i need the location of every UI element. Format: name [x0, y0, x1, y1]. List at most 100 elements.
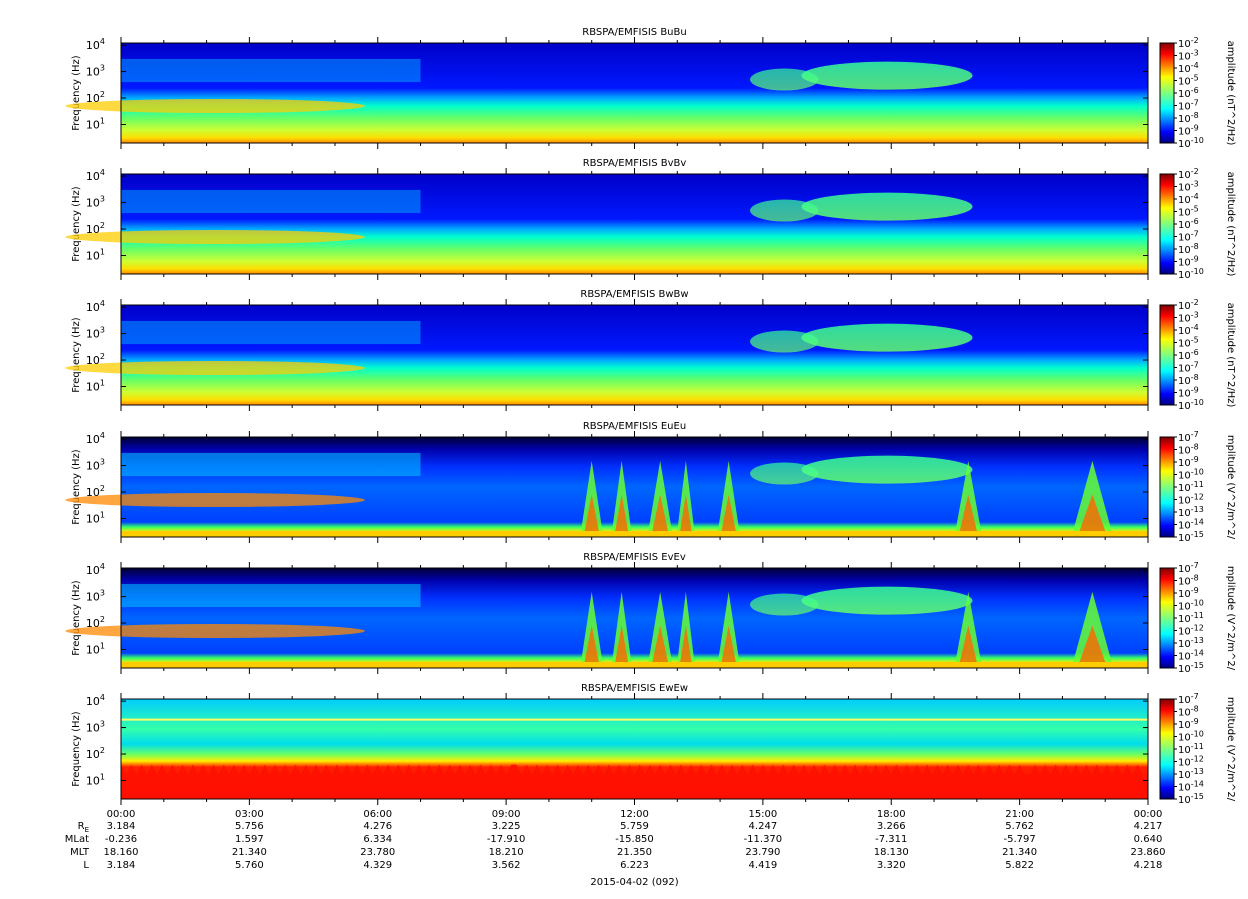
ephemeris-value: -0.236 — [105, 834, 137, 845]
colorbar-tick-label: 10-3 — [1178, 180, 1199, 194]
ephemeris-value: 4.247 — [749, 821, 778, 832]
ephemeris-value: 23.790 — [745, 847, 780, 858]
ephemeris-value: 4.276 — [363, 821, 392, 832]
colorbar — [1159, 42, 1175, 144]
y-tick-label: 104 — [86, 299, 105, 314]
emission-blob — [801, 323, 973, 352]
colorbar-tick-label: 10-7 — [1178, 561, 1199, 575]
broadband-burst-core — [652, 494, 669, 531]
colorbar-tick-label: 10-8 — [1178, 111, 1199, 125]
y-axis-label: Frequency (Hz) — [71, 711, 82, 787]
colorbar-label: amplitude (nT^2/Hz) — [1225, 41, 1236, 146]
hiss-band — [65, 229, 365, 244]
x-tick-label: 00:00 — [107, 809, 136, 820]
ephemeris-row-label: L — [83, 860, 89, 871]
colorbar-tick-label: 10-11 — [1178, 480, 1204, 494]
x-tick-label: 00:00 — [1134, 809, 1163, 820]
colorbar-label: mplitude (V^2/m^2/ — [1225, 566, 1236, 671]
emission-blob — [750, 462, 819, 485]
colorbar-tick-label: 10-8 — [1178, 242, 1199, 256]
broadband-burst-core — [615, 625, 629, 662]
colorbar — [1159, 567, 1175, 669]
colorbar-tick-label: 10-14 — [1178, 649, 1204, 663]
hiss-band — [65, 492, 365, 507]
spectrogram-image — [121, 43, 1148, 143]
colorbar-tick-label: 10-8 — [1178, 443, 1199, 457]
ephemeris-value: 5.756 — [235, 821, 264, 832]
ephemeris-value: 6.223 — [620, 860, 649, 871]
y-tick-label: 104 — [86, 562, 105, 577]
ephemeris-row-label: MLT — [70, 847, 90, 858]
broadband-burst-core — [959, 625, 977, 662]
panel-title: RBSPA/EMFISIS EvEv — [583, 552, 686, 563]
ephemeris-value: 21.350 — [617, 847, 652, 858]
colorbar-tick-label: 10-10 — [1178, 398, 1204, 412]
colorbar-tick-label: 10-15 — [1178, 792, 1204, 806]
broadband-burst-core — [680, 494, 692, 531]
y-tick-label: 103 — [86, 64, 105, 79]
date-label: 2015-04-02 (092) — [590, 877, 678, 888]
ephemeris-value: 5.760 — [235, 860, 264, 871]
emission-blob — [801, 192, 973, 221]
y-axis-label: Frequency (Hz) — [71, 317, 82, 393]
colorbar-tick-label: 10-7 — [1178, 230, 1199, 244]
y-tick-label: 104 — [86, 693, 105, 708]
broadband-burst-core — [721, 494, 736, 531]
colorbar-tick-label: 10-3 — [1178, 49, 1199, 63]
colorbar — [1159, 304, 1175, 406]
x-tick-label: 12:00 — [620, 809, 649, 820]
chorus-band — [121, 452, 421, 477]
y-tick-label: 101 — [86, 641, 105, 656]
ephemeris-value: 18.130 — [874, 847, 909, 858]
colorbar-tick-label: 10-15 — [1178, 530, 1204, 544]
broadband-burst-core — [652, 625, 669, 662]
ephemeris-value: 3.562 — [492, 860, 521, 871]
ephemeris-value: 18.160 — [104, 847, 139, 858]
colorbar-tick-label: 10-7 — [1178, 361, 1199, 375]
colorbar-tick-label: 10-4 — [1178, 61, 1199, 75]
emission-blob — [750, 68, 819, 91]
ephemeris-value: 5.759 — [620, 821, 649, 832]
colorbar-tick-label: 10-6 — [1178, 348, 1199, 362]
ephemeris-value: 1.597 — [235, 834, 264, 845]
y-axis-label: Frequency (Hz) — [71, 580, 82, 656]
colorbar-tick-label: 10-2 — [1178, 36, 1199, 50]
ephemeris-value: -15.850 — [615, 834, 654, 845]
colorbar-tick-label: 10-7 — [1178, 692, 1199, 706]
y-tick-label: 102 — [86, 615, 105, 630]
hiss-band — [65, 360, 365, 375]
broadband-burst-core — [1079, 625, 1106, 662]
colorbar-tick-label: 10-12 — [1178, 755, 1204, 769]
colorbar-tick-label: 10-14 — [1178, 780, 1204, 794]
y-tick-label: 102 — [86, 90, 105, 105]
ephemeris-value: 23.780 — [360, 847, 395, 858]
colorbar-label: mplitude (V^2/m^2/ — [1225, 435, 1236, 540]
y-tick-label: 103 — [86, 589, 105, 604]
colorbar-tick-label: 10-2 — [1178, 167, 1199, 181]
spectrogram-panel: RBSPA/EMFISIS EvEv Frequency (Hz) 101 102 10… — [65, 552, 1236, 675]
emission-blob — [750, 330, 819, 353]
colorbar-tick-label: 10-9 — [1178, 586, 1199, 600]
colorbar — [1159, 173, 1175, 275]
broadband-burst-core — [1079, 494, 1106, 531]
colorbar-tick-label: 10-5 — [1178, 336, 1199, 350]
colorbar-label: amplitude (nT^2/Hz) — [1225, 172, 1236, 277]
colorbar — [1159, 436, 1175, 538]
ephemeris-value: 0.640 — [1134, 834, 1163, 845]
broadband-burst-core — [584, 625, 599, 662]
colorbar-tick-label: 10-4 — [1178, 323, 1199, 337]
colorbar-tick-label: 10-10 — [1178, 730, 1204, 744]
y-axis-label: Frequency (Hz) — [71, 186, 82, 262]
y-tick-label: 101 — [86, 247, 105, 262]
ephemeris-value: 5.822 — [1005, 860, 1034, 871]
hiss-band — [65, 98, 365, 113]
y-tick-label: 104 — [86, 431, 105, 446]
colorbar-tick-label: 10-6 — [1178, 217, 1199, 231]
colorbar-tick-label: 10-2 — [1178, 298, 1199, 312]
spectrogram-panel: RBSPA/EMFISIS BvBv Frequency (Hz) 101 102 10… — [65, 158, 1236, 281]
colorbar-tick-label: 10-8 — [1178, 705, 1199, 719]
ephemeris-row-label: MLat — [65, 834, 89, 845]
y-tick-label: 103 — [86, 720, 105, 735]
colorbar-tick-label: 10-5 — [1178, 74, 1199, 88]
emission-blob — [801, 455, 973, 484]
